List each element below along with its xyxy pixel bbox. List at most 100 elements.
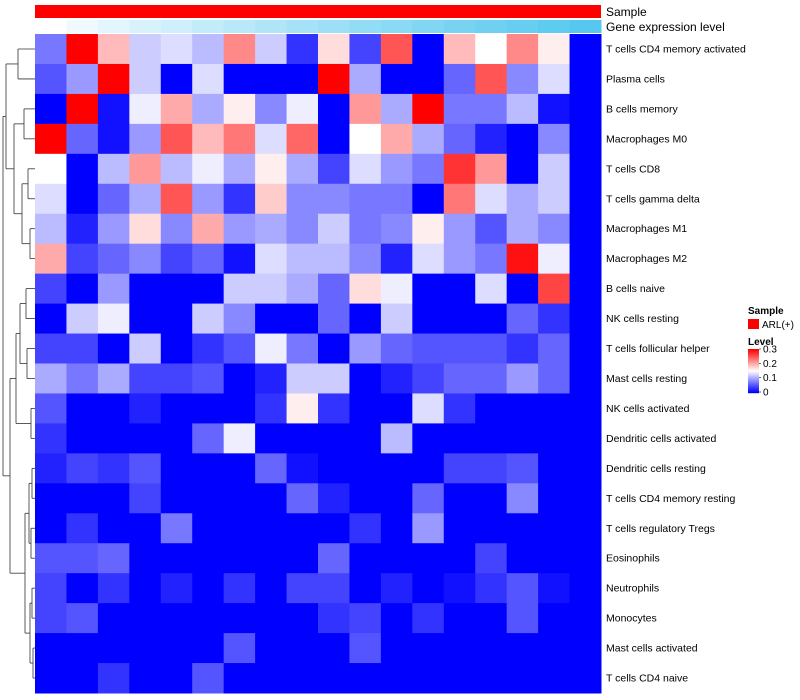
heatmap-cell xyxy=(349,573,382,604)
heatmap-cell xyxy=(569,243,602,275)
heatmap-cell xyxy=(286,63,319,95)
heatmap-cell xyxy=(318,303,350,335)
expression-annotation-cell xyxy=(538,20,571,33)
heatmap-cell xyxy=(569,333,602,364)
level-legend-gradient-step xyxy=(748,388,759,390)
heatmap-cell xyxy=(35,333,67,364)
heatmap-cell xyxy=(380,363,413,394)
heatmap-cell xyxy=(160,243,193,275)
expression-annotation-cell xyxy=(506,20,539,33)
heatmap-cell xyxy=(192,303,225,335)
heatmap-cell xyxy=(192,153,225,185)
heatmap-cell xyxy=(192,363,225,394)
expression-annotation-label: Gene expression level xyxy=(606,20,725,34)
heatmap-cell xyxy=(223,243,256,275)
heatmap-cell xyxy=(66,243,99,275)
heatmap-cell xyxy=(192,633,225,664)
heatmap-cell xyxy=(475,363,508,394)
level-legend-gradient-step xyxy=(748,369,759,371)
heatmap-cell xyxy=(318,273,350,305)
heatmap-cell xyxy=(443,633,476,664)
heatmap-cell xyxy=(129,573,162,604)
level-legend-gradient-step xyxy=(748,374,759,376)
heatmap-cell xyxy=(318,183,350,215)
expression-annotation-cell xyxy=(35,20,67,33)
heatmap-cell xyxy=(506,273,539,305)
heatmap-cell xyxy=(129,663,162,694)
heatmap-cell xyxy=(192,393,225,424)
heatmap-cell xyxy=(286,483,319,514)
heatmap-cell xyxy=(318,663,350,694)
heatmap-cell xyxy=(255,603,288,634)
heatmap-cell xyxy=(443,123,476,155)
heatmap-cell xyxy=(35,543,67,574)
heatmap-cell xyxy=(66,393,99,424)
heatmap-cell xyxy=(255,123,288,155)
heatmap-cell xyxy=(129,63,162,95)
heatmap-cell xyxy=(443,183,476,215)
heatmap-cell xyxy=(443,213,476,245)
heatmap-cell xyxy=(129,123,162,155)
heatmap-cell xyxy=(318,423,350,454)
heatmap-cell xyxy=(97,393,130,424)
expression-annotation-cell xyxy=(97,20,130,33)
heatmap-cell xyxy=(192,423,225,454)
heatmap-cell xyxy=(380,153,413,185)
level-legend-gradient-step xyxy=(748,378,759,380)
heatmap-cell xyxy=(569,453,602,484)
heatmap-cell xyxy=(35,243,67,275)
level-legend-tick-label: 0.3 xyxy=(763,345,777,356)
heatmap-cell xyxy=(35,63,67,95)
heatmap-cell xyxy=(475,603,508,634)
heatmap-cell xyxy=(160,153,193,185)
heatmap-cell xyxy=(129,34,162,65)
heatmap-cell xyxy=(160,183,193,215)
level-legend-gradient-step xyxy=(748,384,759,386)
heatmap-cell xyxy=(349,93,382,125)
heatmap-cell xyxy=(475,243,508,275)
heatmap-cell xyxy=(192,513,225,544)
heatmap-cell xyxy=(97,363,130,394)
heatmap-cell xyxy=(506,243,539,275)
heatmap-cell xyxy=(129,243,162,275)
heatmap-cell xyxy=(286,213,319,245)
heatmap-cell xyxy=(66,363,99,394)
heatmap-cell xyxy=(223,63,256,95)
sample-annotation-bar xyxy=(35,5,601,18)
heatmap-cell xyxy=(35,303,67,335)
heatmap-cell xyxy=(506,573,539,604)
heatmap-cell xyxy=(223,333,256,364)
heatmap-cell xyxy=(192,273,225,305)
heatmap-cell xyxy=(412,393,445,424)
heatmap-cell xyxy=(569,34,602,65)
heatmap-cell xyxy=(160,453,193,484)
heatmap-cell xyxy=(97,573,130,604)
heatmap-cell xyxy=(506,34,539,65)
heatmap-cell xyxy=(349,423,382,454)
heatmap-cell xyxy=(35,513,67,544)
heatmap-cell xyxy=(443,453,476,484)
level-legend-gradient-step xyxy=(748,365,759,367)
heatmap-cell xyxy=(349,453,382,484)
heatmap-cell xyxy=(129,633,162,664)
sample-legend-swatch xyxy=(748,319,759,329)
heatmap-cell xyxy=(349,273,382,305)
heatmap-cell xyxy=(223,633,256,664)
heatmap-cell xyxy=(192,663,225,694)
heatmap-cell xyxy=(380,303,413,335)
heatmap-cell xyxy=(443,34,476,65)
heatmap-cell xyxy=(129,513,162,544)
heatmap-cell xyxy=(475,393,508,424)
heatmap-cell xyxy=(475,333,508,364)
heatmap-cell xyxy=(66,603,99,634)
heatmap-cell xyxy=(66,63,99,95)
level-legend-gradient-step xyxy=(748,370,759,372)
heatmap-cell xyxy=(286,513,319,544)
heatmap-cell xyxy=(35,603,67,634)
heatmap-cell xyxy=(538,153,571,185)
heatmap-cell xyxy=(569,423,602,454)
heatmap-cell xyxy=(286,543,319,574)
heatmap-cell xyxy=(443,243,476,275)
heatmap-cell xyxy=(412,243,445,275)
heatmap-cell xyxy=(35,34,67,65)
